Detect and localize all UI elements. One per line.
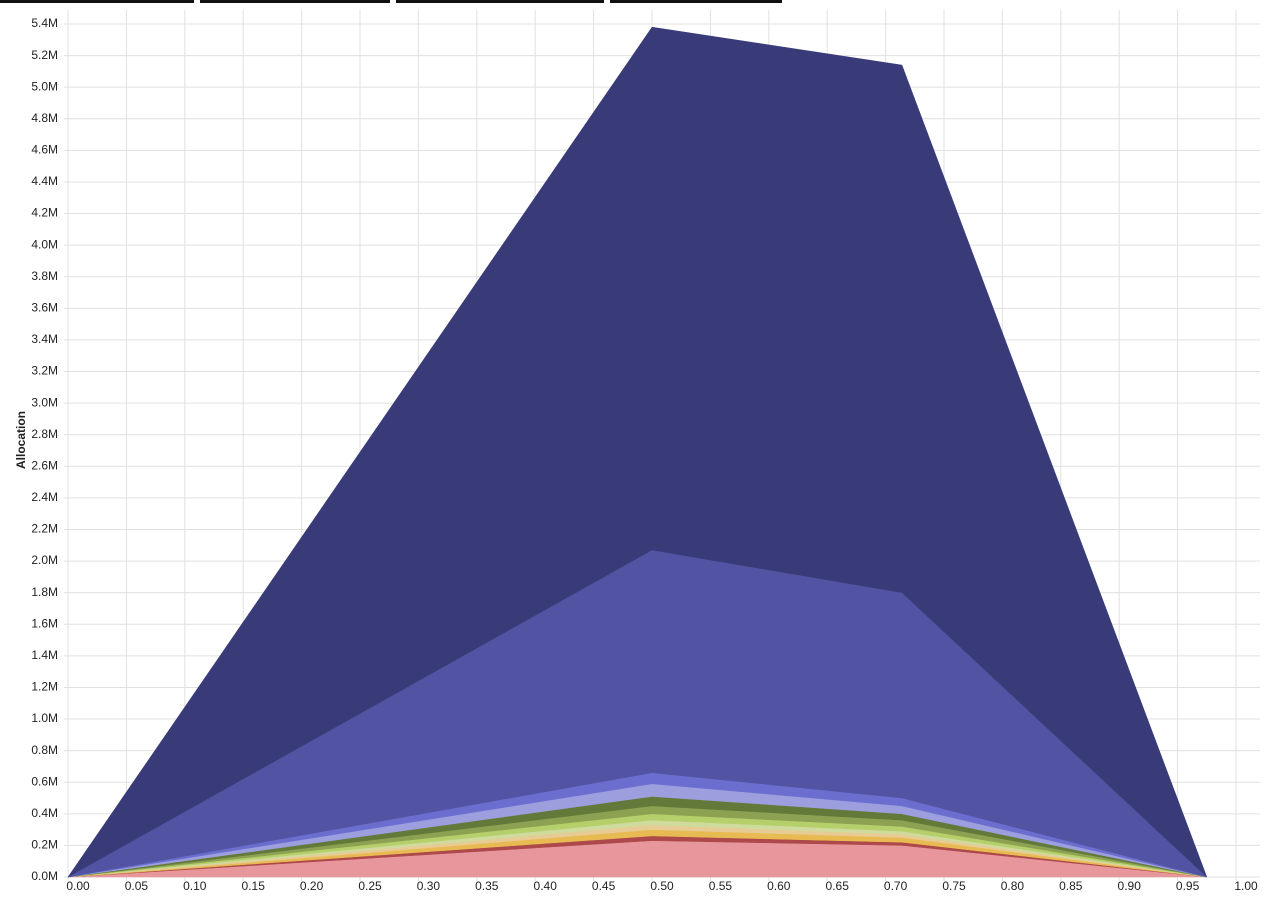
y-tick-label: 0.0M [31, 869, 58, 883]
y-tick-label: 4.0M [31, 237, 58, 251]
x-tick-label: 0.10 [183, 879, 207, 893]
axes: 0.0M 0.2M 0.4M 0.6M 0.8M 1.0M 1.2M 1.4M 1.6M 1.8M… [31, 16, 1258, 893]
x-tick-label: 0.95 [1176, 879, 1200, 893]
y-tick-label: 3.8M [31, 269, 58, 283]
y-tick-label: 0.2M [31, 838, 58, 852]
y-tick-label: 0.4M [31, 806, 58, 820]
tab-underline [396, 0, 604, 3]
x-tick-label: 0.65 [826, 879, 850, 893]
x-tick-label: 0.80 [1001, 879, 1025, 893]
y-tick-label: 2.4M [31, 490, 58, 504]
x-tick-label: 0.05 [125, 879, 149, 893]
y-tick-label: 1.2M [31, 680, 58, 694]
y-tick-label: 4.8M [31, 111, 58, 125]
y-tick-label: 1.4M [31, 648, 58, 662]
tab-underline [610, 0, 782, 3]
x-tick-label: 0.90 [1118, 879, 1142, 893]
y-tick-label: 3.2M [31, 364, 58, 378]
x-tick-label: 0.30 [417, 879, 441, 893]
tab-underline [0, 0, 194, 3]
y-tick-label: 0.8M [31, 743, 58, 757]
area [67, 26, 1208, 878]
y-tick-label: 4.4M [31, 174, 58, 188]
x-tick-label: 0.45 [592, 879, 616, 893]
y-tick-label: 1.0M [31, 711, 58, 725]
y-tick-label: 3.0M [31, 395, 58, 409]
x-tick-label: 0.60 [767, 879, 791, 893]
areas [67, 26, 1208, 878]
x-tick-label: 1.00 [1234, 879, 1258, 893]
y-tick-label: 2.2M [31, 522, 58, 536]
y-tick-label: 5.0M [31, 79, 58, 93]
y-tick-label: 2.6M [31, 458, 58, 472]
y-tick-label: 4.2M [31, 206, 58, 220]
y-tick-label: 3.6M [31, 301, 58, 315]
y-tick-label: 3.4M [31, 332, 58, 346]
y-tick-label: 5.2M [31, 48, 58, 62]
x-tick-label: 0.00 [66, 879, 90, 893]
tab-underline [200, 0, 390, 3]
y-tick-label: 5.4M [31, 16, 58, 30]
x-tick-label: 0.35 [475, 879, 499, 893]
y-tick-label: 2.0M [31, 553, 58, 567]
x-tick-label: 0.75 [942, 879, 966, 893]
y-tick-label: 0.6M [31, 774, 58, 788]
y-tick-label: 1.6M [31, 616, 58, 630]
x-tick-label: 0.25 [358, 879, 382, 893]
x-tick-label: 0.50 [650, 879, 674, 893]
x-tick-label: 0.20 [300, 879, 324, 893]
x-tick-label: 0.55 [709, 879, 733, 893]
x-tick-label: 0.15 [242, 879, 266, 893]
y-tick-label: 4.6M [31, 143, 58, 157]
x-tick-label: 0.40 [534, 879, 558, 893]
y-tick-label: 1.8M [31, 585, 58, 599]
x-tick-label: 0.85 [1059, 879, 1083, 893]
x-tick-label: 0.70 [884, 879, 908, 893]
y-axis-title: Allocation [14, 411, 28, 469]
y-tick-label: 2.8M [31, 427, 58, 441]
